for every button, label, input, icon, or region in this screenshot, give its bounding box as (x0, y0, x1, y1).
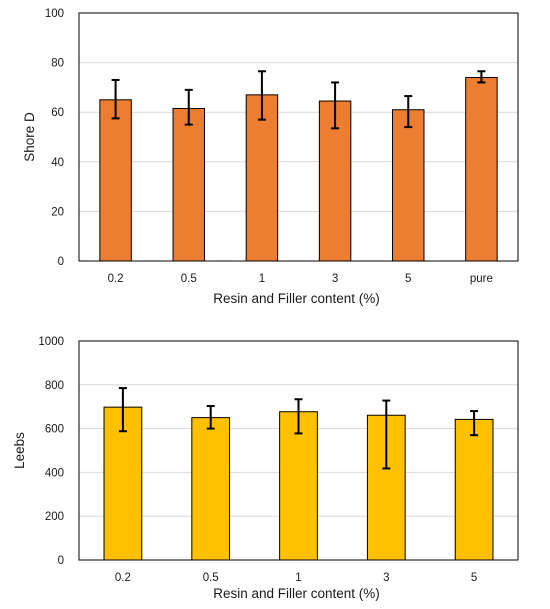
y-axis-title: Leebs (12, 432, 27, 469)
y-tick-label: 40 (51, 157, 64, 169)
x-tick-label: 0.2 (108, 273, 124, 285)
x-tick-label: 5 (471, 572, 477, 584)
bar (392, 109, 425, 262)
y-tick-label: 60 (51, 107, 64, 119)
x-tick-label: 3 (383, 572, 389, 584)
bar (279, 411, 318, 561)
y-tick-label: 1000 (38, 336, 64, 348)
y-tick-label: 600 (45, 424, 64, 436)
y-tick-label: 0 (58, 555, 64, 567)
shore-d-chart: 0 20 40 60 80 100 0.2 0.5 1 3 5 pure Resin and Fille… (22, 8, 519, 306)
plot-frame (78, 12, 519, 262)
bar (454, 418, 494, 561)
x-axis-title: Resin and Filler content (%) (213, 586, 380, 601)
plot-frame (78, 340, 519, 561)
y-tick-label: 0 (58, 256, 64, 268)
x-tick-label: 0.5 (181, 273, 197, 285)
bar (465, 76, 498, 262)
y-axis-title: Shore D (22, 112, 37, 162)
y-tick-label: 100 (45, 8, 64, 20)
y-tick-label: 800 (45, 380, 64, 392)
x-tick-label: pure (470, 273, 493, 285)
bar (172, 107, 205, 262)
x-axis-title: Resin and Filler content (%) (213, 291, 380, 306)
y-tick-label: 400 (45, 467, 64, 479)
x-tick-label: 3 (332, 273, 338, 285)
y-tick-label: 20 (51, 206, 64, 218)
leebs-chart: 0 200 400 600 800 1000 0.2 0.5 1 3 5 Resin and Fill… (12, 336, 519, 601)
y-tick-label: 200 (45, 511, 64, 523)
x-tick-label: 0.5 (203, 572, 219, 584)
x-tick-label: 0.2 (115, 572, 131, 584)
bar (191, 417, 231, 561)
y-tick-label: 80 (51, 58, 64, 70)
x-tick-label: 1 (295, 572, 301, 584)
x-tick-label: 5 (405, 273, 411, 285)
bar (99, 99, 132, 262)
x-tick-label: 1 (259, 273, 265, 285)
